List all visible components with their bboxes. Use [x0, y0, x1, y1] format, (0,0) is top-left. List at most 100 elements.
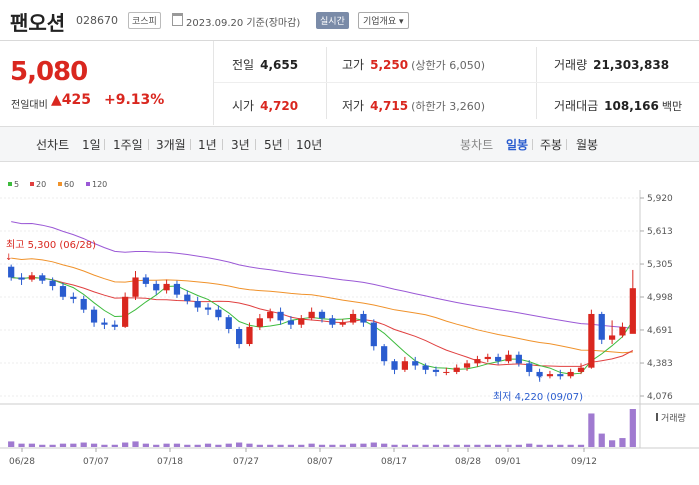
volume-bar [567, 444, 574, 447]
volume-bar [526, 443, 533, 447]
y-tick-label: 4,691 [647, 326, 673, 336]
candle-body [18, 277, 25, 280]
volume-bar [215, 444, 222, 447]
low-annotation: 최저 4,220 (09/07) [493, 391, 583, 403]
stock-code: 028670 [76, 14, 118, 27]
volume-bar [163, 443, 170, 447]
volume-bar [225, 443, 232, 447]
candle-body [111, 324, 118, 327]
volume-bar [59, 443, 67, 447]
divider [536, 47, 537, 119]
change-label: 전일대비 [11, 100, 48, 111]
range-3m[interactable]: 3개월 [156, 138, 186, 152]
y-tick-label: 5,613 [647, 227, 673, 237]
company-info-dropdown[interactable]: 기업개요 ▾ [358, 12, 409, 29]
range-10y[interactable]: 10년 [296, 138, 323, 152]
candle-body [577, 367, 585, 372]
volume-bar [515, 444, 522, 447]
volume-bar [629, 409, 636, 447]
candle-body [546, 374, 554, 377]
candle-body [80, 298, 87, 310]
x-tick-label: 08/17 [381, 457, 407, 467]
candle-body [432, 369, 440, 372]
legend-label-60: 60 [64, 180, 74, 189]
divider [190, 139, 191, 150]
stat-value: 4,715 [370, 99, 409, 113]
candle-body [608, 335, 616, 340]
candle-body [443, 371, 450, 373]
volume-bar [381, 443, 388, 447]
legend-swatch-5 [8, 182, 12, 186]
candle-body [484, 356, 491, 360]
volume-bar [329, 444, 336, 447]
candle-body [557, 374, 564, 377]
range-1d[interactable]: 1일 [82, 138, 101, 152]
candle-body [453, 367, 460, 372]
legend-label-5: 5 [14, 180, 19, 189]
volume-bar [28, 443, 36, 447]
candle-body [142, 277, 149, 284]
volume-bar [474, 444, 481, 447]
candle-body [422, 365, 429, 370]
candle-body [59, 286, 67, 297]
candle-body [318, 311, 326, 319]
range-3y[interactable]: 3년 [231, 138, 250, 152]
candle-body [215, 309, 222, 318]
candle-body [90, 309, 98, 323]
candle-body [526, 363, 533, 372]
x-tick-label: 09/01 [495, 457, 521, 467]
candle-body [308, 311, 315, 319]
volume-bar [505, 444, 512, 447]
period-monthly[interactable]: 월봉 [576, 138, 599, 152]
current-price: 5,080 [10, 57, 88, 87]
legend-swatch-20 [30, 182, 34, 186]
candle-body [598, 313, 605, 340]
candle-chart-button[interactable]: 봉차트 [460, 138, 494, 152]
range-5y[interactable]: 5년 [264, 138, 283, 152]
volume-bar [153, 444, 160, 447]
calendar-icon [172, 13, 183, 26]
volume-bar [267, 444, 274, 447]
volume-bar [412, 444, 419, 447]
divider [214, 82, 699, 83]
x-tick-label: 07/07 [83, 457, 109, 467]
candle-body [163, 283, 170, 291]
x-tick-label: 08/28 [455, 457, 481, 467]
candle-body [463, 363, 471, 368]
divider [255, 139, 256, 150]
legend-label-120: 120 [92, 180, 107, 189]
volume-bar [588, 413, 595, 447]
candle-body [70, 296, 77, 299]
stat-value: 21,303,838 [593, 58, 670, 72]
candle-body [132, 277, 139, 297]
volume-bar [8, 441, 15, 447]
divider [222, 139, 223, 150]
candle-body [277, 311, 284, 321]
volume-bar [132, 441, 139, 447]
volume-bar [546, 444, 554, 447]
stat-low: 저가 4,715 (하한가 3,260) [342, 97, 485, 114]
volume-bar [495, 444, 502, 447]
range-1w[interactable]: 1주일 [113, 138, 143, 152]
volume-bar [422, 444, 429, 447]
period-daily[interactable]: 일봉 [506, 138, 529, 152]
volume-bar [401, 444, 408, 447]
candle-body [381, 346, 388, 362]
stat-prev: 전일 4,655 [232, 56, 298, 73]
candle-body [505, 354, 512, 362]
candle-body [256, 318, 263, 327]
period-weekly[interactable]: 주봉 [540, 138, 563, 152]
realtime-button[interactable]: 실시간 [316, 12, 349, 29]
volume-bar [173, 443, 181, 447]
volume-bar [39, 444, 46, 447]
candlestick-chart: 5 20 60 120 5,920 5,613 5,305 4,998 4,691 4,383 4,… [0, 180, 699, 467]
line-chart-button[interactable]: 선차트 [36, 138, 70, 152]
volume-bar [608, 440, 616, 447]
candle-body [153, 283, 160, 291]
stat-label: 고가 [342, 58, 365, 72]
candle-body [28, 275, 36, 280]
range-1y[interactable]: 1년 [198, 138, 217, 152]
stat-value: 4,655 [260, 58, 299, 72]
chart-toolbar: 선차트 1일 1주일 3개월 1년 3년 5년 10년 봉차트 일봉 주봉 월봉 [0, 126, 699, 162]
up-triangle-icon: ▲ [51, 92, 62, 108]
